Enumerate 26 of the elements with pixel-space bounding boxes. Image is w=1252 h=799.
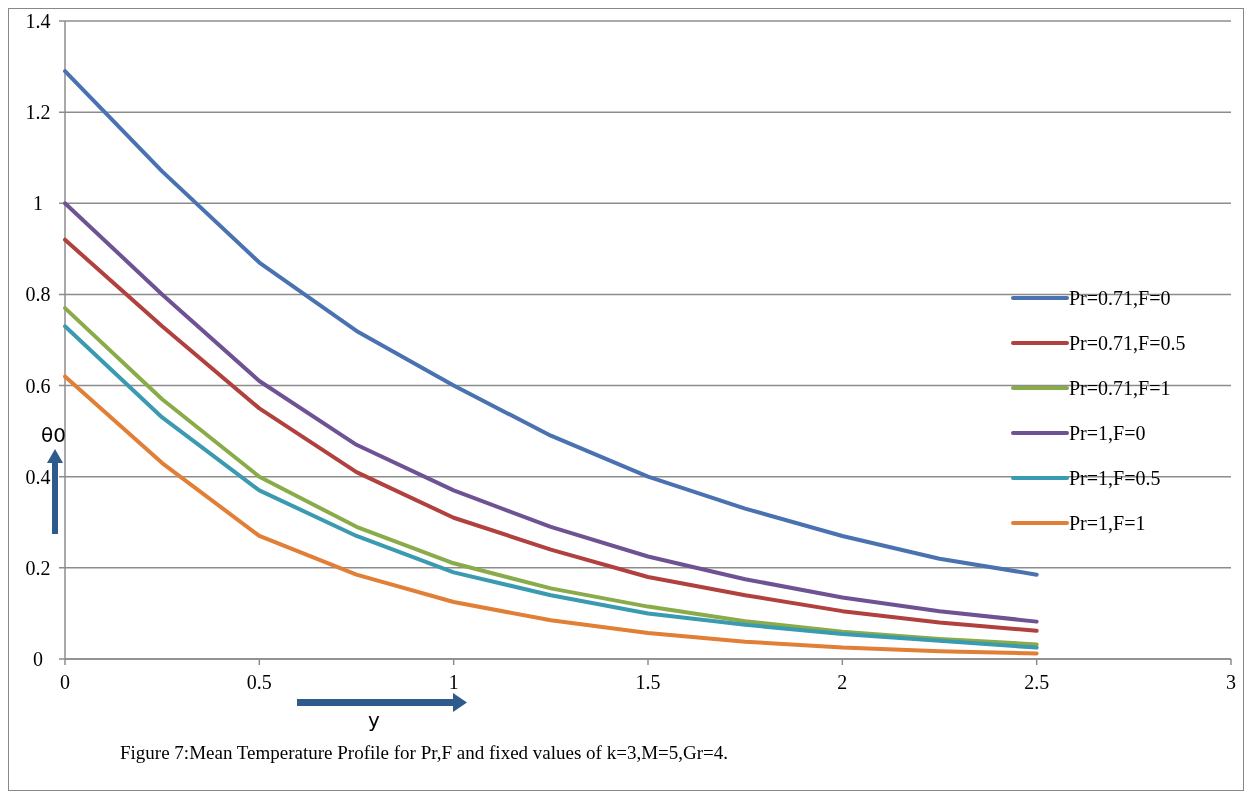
legend-label: Pr=0.71,F=1 — [1069, 377, 1171, 399]
x-tick-label: 1 — [448, 671, 459, 693]
y-tick-label: 1.4 — [25, 10, 51, 32]
legend-label: Pr=1,F=1 — [1069, 512, 1146, 534]
x-tick-label: 0 — [60, 671, 70, 693]
x-tick-label: 3 — [1226, 671, 1236, 693]
y-tick-label: 0.2 — [25, 556, 51, 579]
y-tick-label: 0.4 — [25, 465, 51, 488]
y-axis-title: θ0 — [41, 423, 66, 447]
y-tick-label: 0.6 — [25, 374, 51, 397]
y-tick-label: 0 — [33, 648, 43, 670]
x-tick-label: 2 — [837, 671, 848, 693]
x-tick-label: 0.5 — [246, 671, 272, 693]
legend-label: Pr=0.71,F=0.5 — [1069, 332, 1186, 354]
y-tick-label: 0.8 — [25, 283, 51, 306]
y-tick-label: 1.2 — [25, 101, 51, 124]
line-series — [63, 374, 1039, 656]
y-tick-label: 1 — [33, 192, 43, 215]
legend-label: Pr=0.71,F=0 — [1069, 287, 1171, 309]
line-series — [63, 69, 1039, 577]
legend-label: Pr=1,F=0 — [1069, 422, 1146, 444]
x-tick-label: 1.5 — [635, 671, 661, 693]
legend-label: Pr=1,F=0.5 — [1069, 467, 1161, 489]
caption: Figure 7:Mean Temperature Profile for Pr,F and fixed values of k=3,M=5,Gr=4. — [120, 742, 729, 763]
x-tick-label: 2.5 — [1024, 671, 1050, 693]
x-axis-title: y — [368, 708, 381, 732]
